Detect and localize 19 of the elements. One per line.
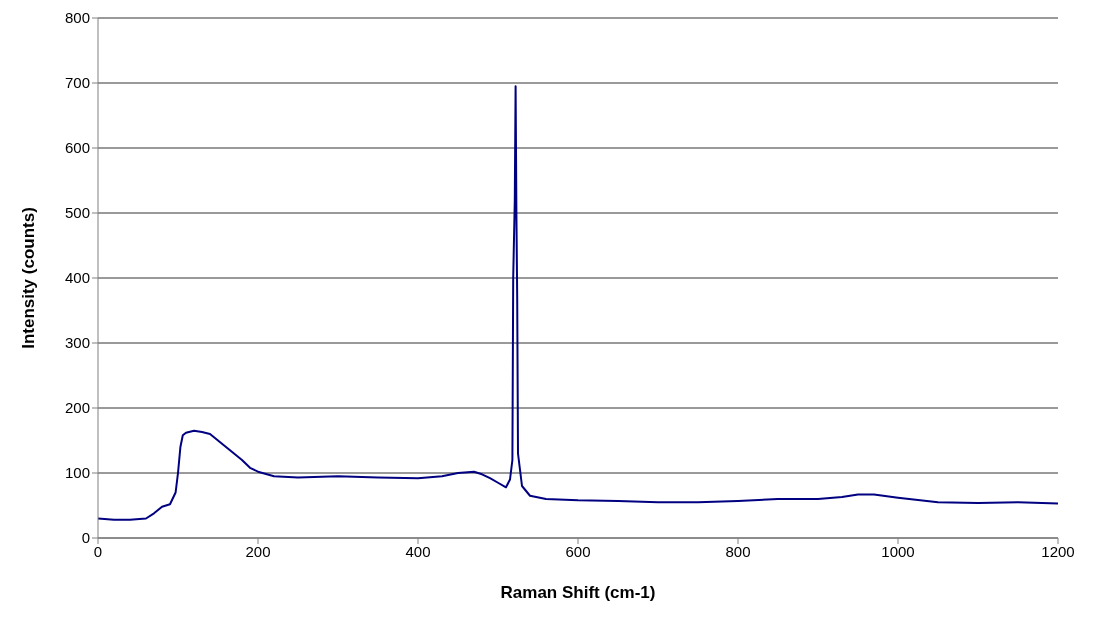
y-tick-label: 700 (64, 74, 90, 92)
x-tick-label: 0 (93, 542, 103, 560)
y-axis-title: Intensity (counts) (19, 207, 39, 349)
y-tick-label: 800 (64, 9, 90, 27)
line-series (98, 85, 1058, 521)
y-tick-label: 200 (64, 399, 90, 417)
x-tick-label: 800 (725, 542, 751, 560)
x-tick-label: 600 (565, 542, 591, 560)
x-axis-title: Raman Shift (cm-1) (500, 583, 656, 602)
y-tick-label: 100 (64, 464, 90, 482)
x-tick-label: 400 (405, 542, 431, 560)
y-tick-label: 500 (64, 204, 90, 222)
y-tick-label: 300 (64, 334, 90, 352)
x-tick-label: 200 (245, 542, 271, 560)
y-tick-label: 0 (81, 529, 90, 547)
x-tick-label: 1000 (881, 542, 915, 560)
y-tick-label: 600 (64, 139, 90, 157)
y-tick-label: 400 (64, 269, 90, 287)
x-tick-label: 1200 (1041, 542, 1075, 560)
